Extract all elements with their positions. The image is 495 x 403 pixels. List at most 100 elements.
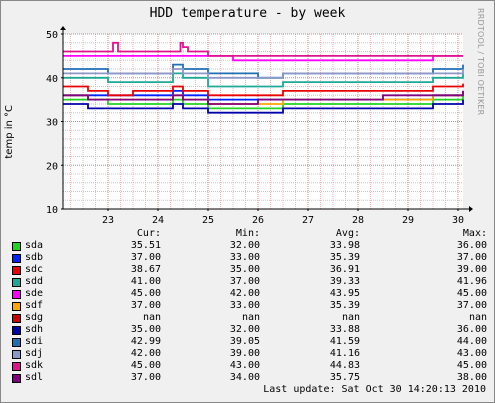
legend-value-avg: 35.39 [329, 300, 360, 311]
legend-swatch [12, 266, 21, 275]
legend-value-min: 32.00 [229, 240, 260, 251]
legend-value-cur: 41.00 [130, 276, 161, 287]
legend-series-name: sdk [25, 360, 44, 371]
col-header-avg: Avg: [335, 228, 360, 239]
series-line-sdl [63, 90, 464, 105]
col-header-max: Max: [462, 228, 487, 239]
x-tick-label: 23 [102, 215, 114, 226]
legend-value-max: 45.00 [456, 360, 487, 371]
x-tick-label: 28 [352, 215, 364, 226]
y-tick-label: 50 [46, 30, 58, 41]
legend-swatch [12, 326, 21, 335]
legend-series-name: sda [25, 240, 44, 251]
legend-value-min: 33.00 [229, 252, 260, 263]
legend-series-name: sdg [25, 312, 44, 323]
legend-series-name: sdi [25, 336, 44, 347]
legend-value-cur: 37.00 [130, 300, 161, 311]
legend-value-avg: 43.95 [329, 288, 360, 299]
legend-row: sdj 42.00 39.00 41.16 43.00 [0, 348, 495, 360]
legend-value-avg: 41.59 [329, 336, 360, 347]
legend-value-min: 32.00 [229, 324, 260, 335]
legend-value-avg: 35.75 [329, 372, 360, 383]
legend-series-name: sde [25, 288, 44, 299]
y-tick-label: 10 [46, 205, 58, 216]
legend-swatch [12, 242, 21, 251]
legend-value-cur: 38.67 [130, 264, 161, 275]
legend-value-max: 43.00 [456, 348, 487, 359]
legend-row: sdb 37.00 33.00 35.39 37.00 [0, 252, 495, 264]
series-line-sdj [63, 68, 464, 79]
legend-value-cur: 42.00 [130, 348, 161, 359]
legend-series-name: sdb [25, 252, 44, 263]
y-axis-arrow [60, 26, 66, 30]
series-line-sde [63, 55, 463, 62]
y-tick-label: 20 [46, 161, 58, 172]
legend-row: sdk 45.00 43.00 44.83 45.00 [0, 360, 495, 372]
legend-value-max: 44.00 [456, 336, 487, 347]
legend-value-cur: 37.00 [130, 252, 161, 263]
legend-value-min: 39.05 [229, 336, 260, 347]
series-line-sdd [63, 72, 464, 88]
legend-value-max: 38.00 [456, 372, 487, 383]
legend-value-max: 41.96 [456, 276, 487, 287]
legend-swatch [12, 314, 21, 323]
legend-swatch [12, 350, 21, 359]
legend-value-max: 37.00 [456, 252, 487, 263]
legend-row: sdd 41.00 37.00 39.33 41.96 [0, 276, 495, 288]
x-tick-label: 27 [302, 215, 314, 226]
legend-value-min: 39.00 [229, 348, 260, 359]
chart-title: HDD temperature - by week [149, 6, 346, 21]
legend-row: sdc 38.67 35.00 36.91 39.00 [0, 264, 495, 276]
legend-value-avg: 39.33 [329, 276, 360, 287]
legend-series-name: sdj [25, 348, 44, 359]
x-tick-label: 29 [402, 215, 414, 226]
legend-value-min: 37.00 [229, 276, 260, 287]
legend-swatch [12, 254, 21, 263]
legend-series-name: sdh [25, 324, 44, 335]
legend-value-max: 39.00 [456, 264, 487, 275]
legend-series-name: sdf [25, 300, 44, 311]
legend-value-max: 36.00 [456, 240, 487, 251]
col-header-min: Min: [235, 228, 260, 239]
legend-value-cur: nan [142, 312, 161, 323]
x-tick-label: 25 [202, 215, 214, 226]
y-tick-label: 40 [46, 74, 58, 85]
legend-value-avg: 36.91 [329, 264, 360, 275]
legend-row: sdg nan nan nan nan [0, 312, 495, 324]
legend-value-cur: 42.99 [130, 336, 161, 347]
legend-value-cur: 37.00 [130, 372, 161, 383]
temperature-chart: 10 20 30 40 50 23 24 25 26 27 28 29 30 [46, 26, 473, 226]
legend-swatch [12, 278, 21, 287]
last-update: Last update: Sat Oct 30 14:20:13 2010 [263, 384, 486, 395]
legend-value-min: 43.00 [229, 360, 260, 371]
legend-value-cur: 45.00 [130, 360, 161, 371]
legend-value-avg: 41.16 [329, 348, 360, 359]
series-line-sda [63, 95, 464, 110]
legend-value-min: 35.00 [229, 264, 260, 275]
legend-value-min: 42.00 [229, 288, 260, 299]
series-line-sdk [63, 41, 463, 57]
legend-row: sde 45.00 42.00 43.95 45.00 [0, 288, 495, 300]
legend-row: sdf 37.00 33.00 35.39 37.00 [0, 300, 495, 312]
legend-value-max: 36.00 [456, 324, 487, 335]
legend-series-name: sdc [25, 264, 44, 275]
legend-value-min: nan [241, 312, 260, 323]
legend-swatch [12, 338, 21, 347]
legend-value-avg: 35.39 [329, 252, 360, 263]
legend-value-max: nan [468, 312, 487, 323]
legend-value-avg: 33.88 [329, 324, 360, 335]
legend-series-name: sdd [25, 276, 44, 287]
y-tick-label: 30 [46, 118, 58, 129]
legend-value-avg: 33.98 [329, 240, 360, 251]
col-header-cur: Cur: [136, 228, 161, 239]
series-line-sdc [63, 83, 464, 97]
x-tick-label: 26 [252, 215, 264, 226]
x-axis-arrow [469, 206, 473, 212]
x-tick-label: 30 [452, 215, 464, 226]
legend-row: sdh 35.00 32.00 33.88 36.00 [0, 324, 495, 336]
x-tick-label: 24 [152, 215, 164, 226]
legend-series-name: sdl [25, 372, 44, 383]
legend-row: sdi 42.99 39.05 41.59 44.00 [0, 336, 495, 348]
legend-value-min: 34.00 [229, 372, 260, 383]
legend-swatch [12, 302, 21, 311]
